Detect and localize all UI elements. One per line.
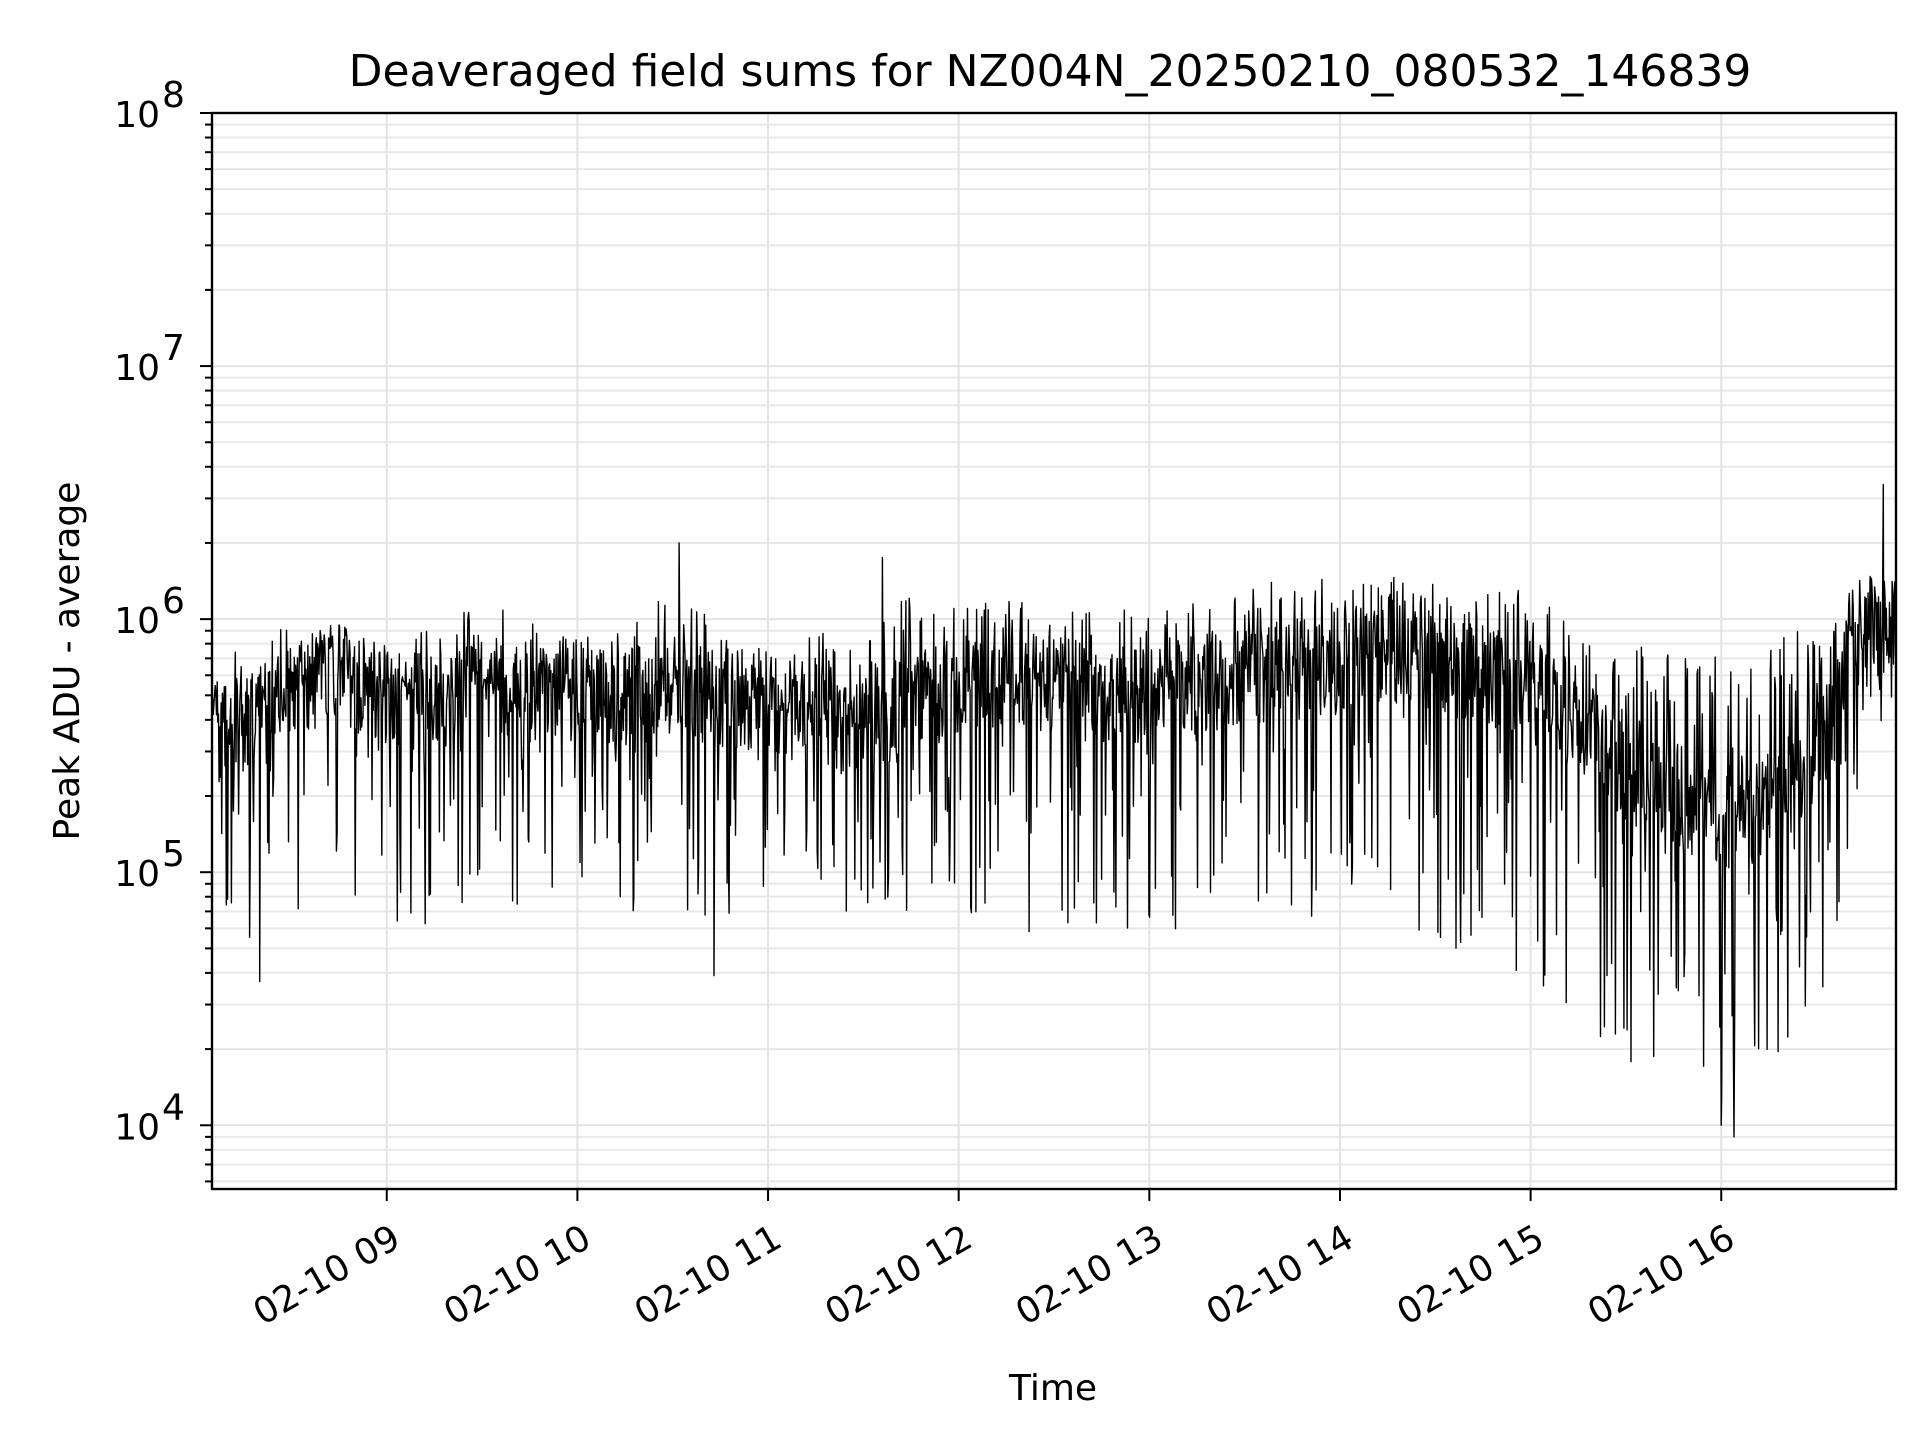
chart-title: Deaveraged field sums for NZ004N_2025021… [349, 46, 1752, 97]
x-tick-label: 02-10 15 [1390, 1217, 1551, 1333]
y-tick-label-base: 10 [114, 601, 160, 642]
y-tick-label-exponent: 8 [162, 75, 185, 116]
y-tick-label-base: 10 [114, 854, 160, 895]
series-group [211, 483, 1897, 1138]
y-tick-label-exponent: 7 [162, 328, 185, 369]
y-tick-label-exponent: 4 [162, 1087, 185, 1128]
y-tick-label-exponent: 5 [162, 834, 185, 875]
x-axis: 02-10 09 02-10 10 02-10 11 02-10 12 02-10 13… [247, 1189, 1742, 1334]
x-axis-label: Time [1008, 1368, 1097, 1409]
y-tick-label-base: 10 [114, 1107, 160, 1148]
y-axis-label: Peak ADU - average [47, 482, 88, 841]
x-tick-label: 02-10 13 [1009, 1217, 1170, 1333]
x-tick-label: 02-10 09 [247, 1217, 408, 1333]
x-tick-label: 02-10 12 [819, 1217, 980, 1333]
plot-frame [210, 111, 1898, 1191]
x-tick-label: 02-10 14 [1200, 1217, 1361, 1333]
y-tick-label-base: 10 [114, 95, 160, 136]
x-tick-label: 02-10 16 [1581, 1217, 1742, 1333]
series-line [211, 483, 1897, 1138]
y-tick-label-base: 10 [114, 348, 160, 389]
y-tick-label-exponent: 6 [162, 581, 185, 622]
x-tick-label: 02-10 11 [628, 1217, 789, 1333]
x-tick-label: 02-10 10 [437, 1217, 598, 1333]
